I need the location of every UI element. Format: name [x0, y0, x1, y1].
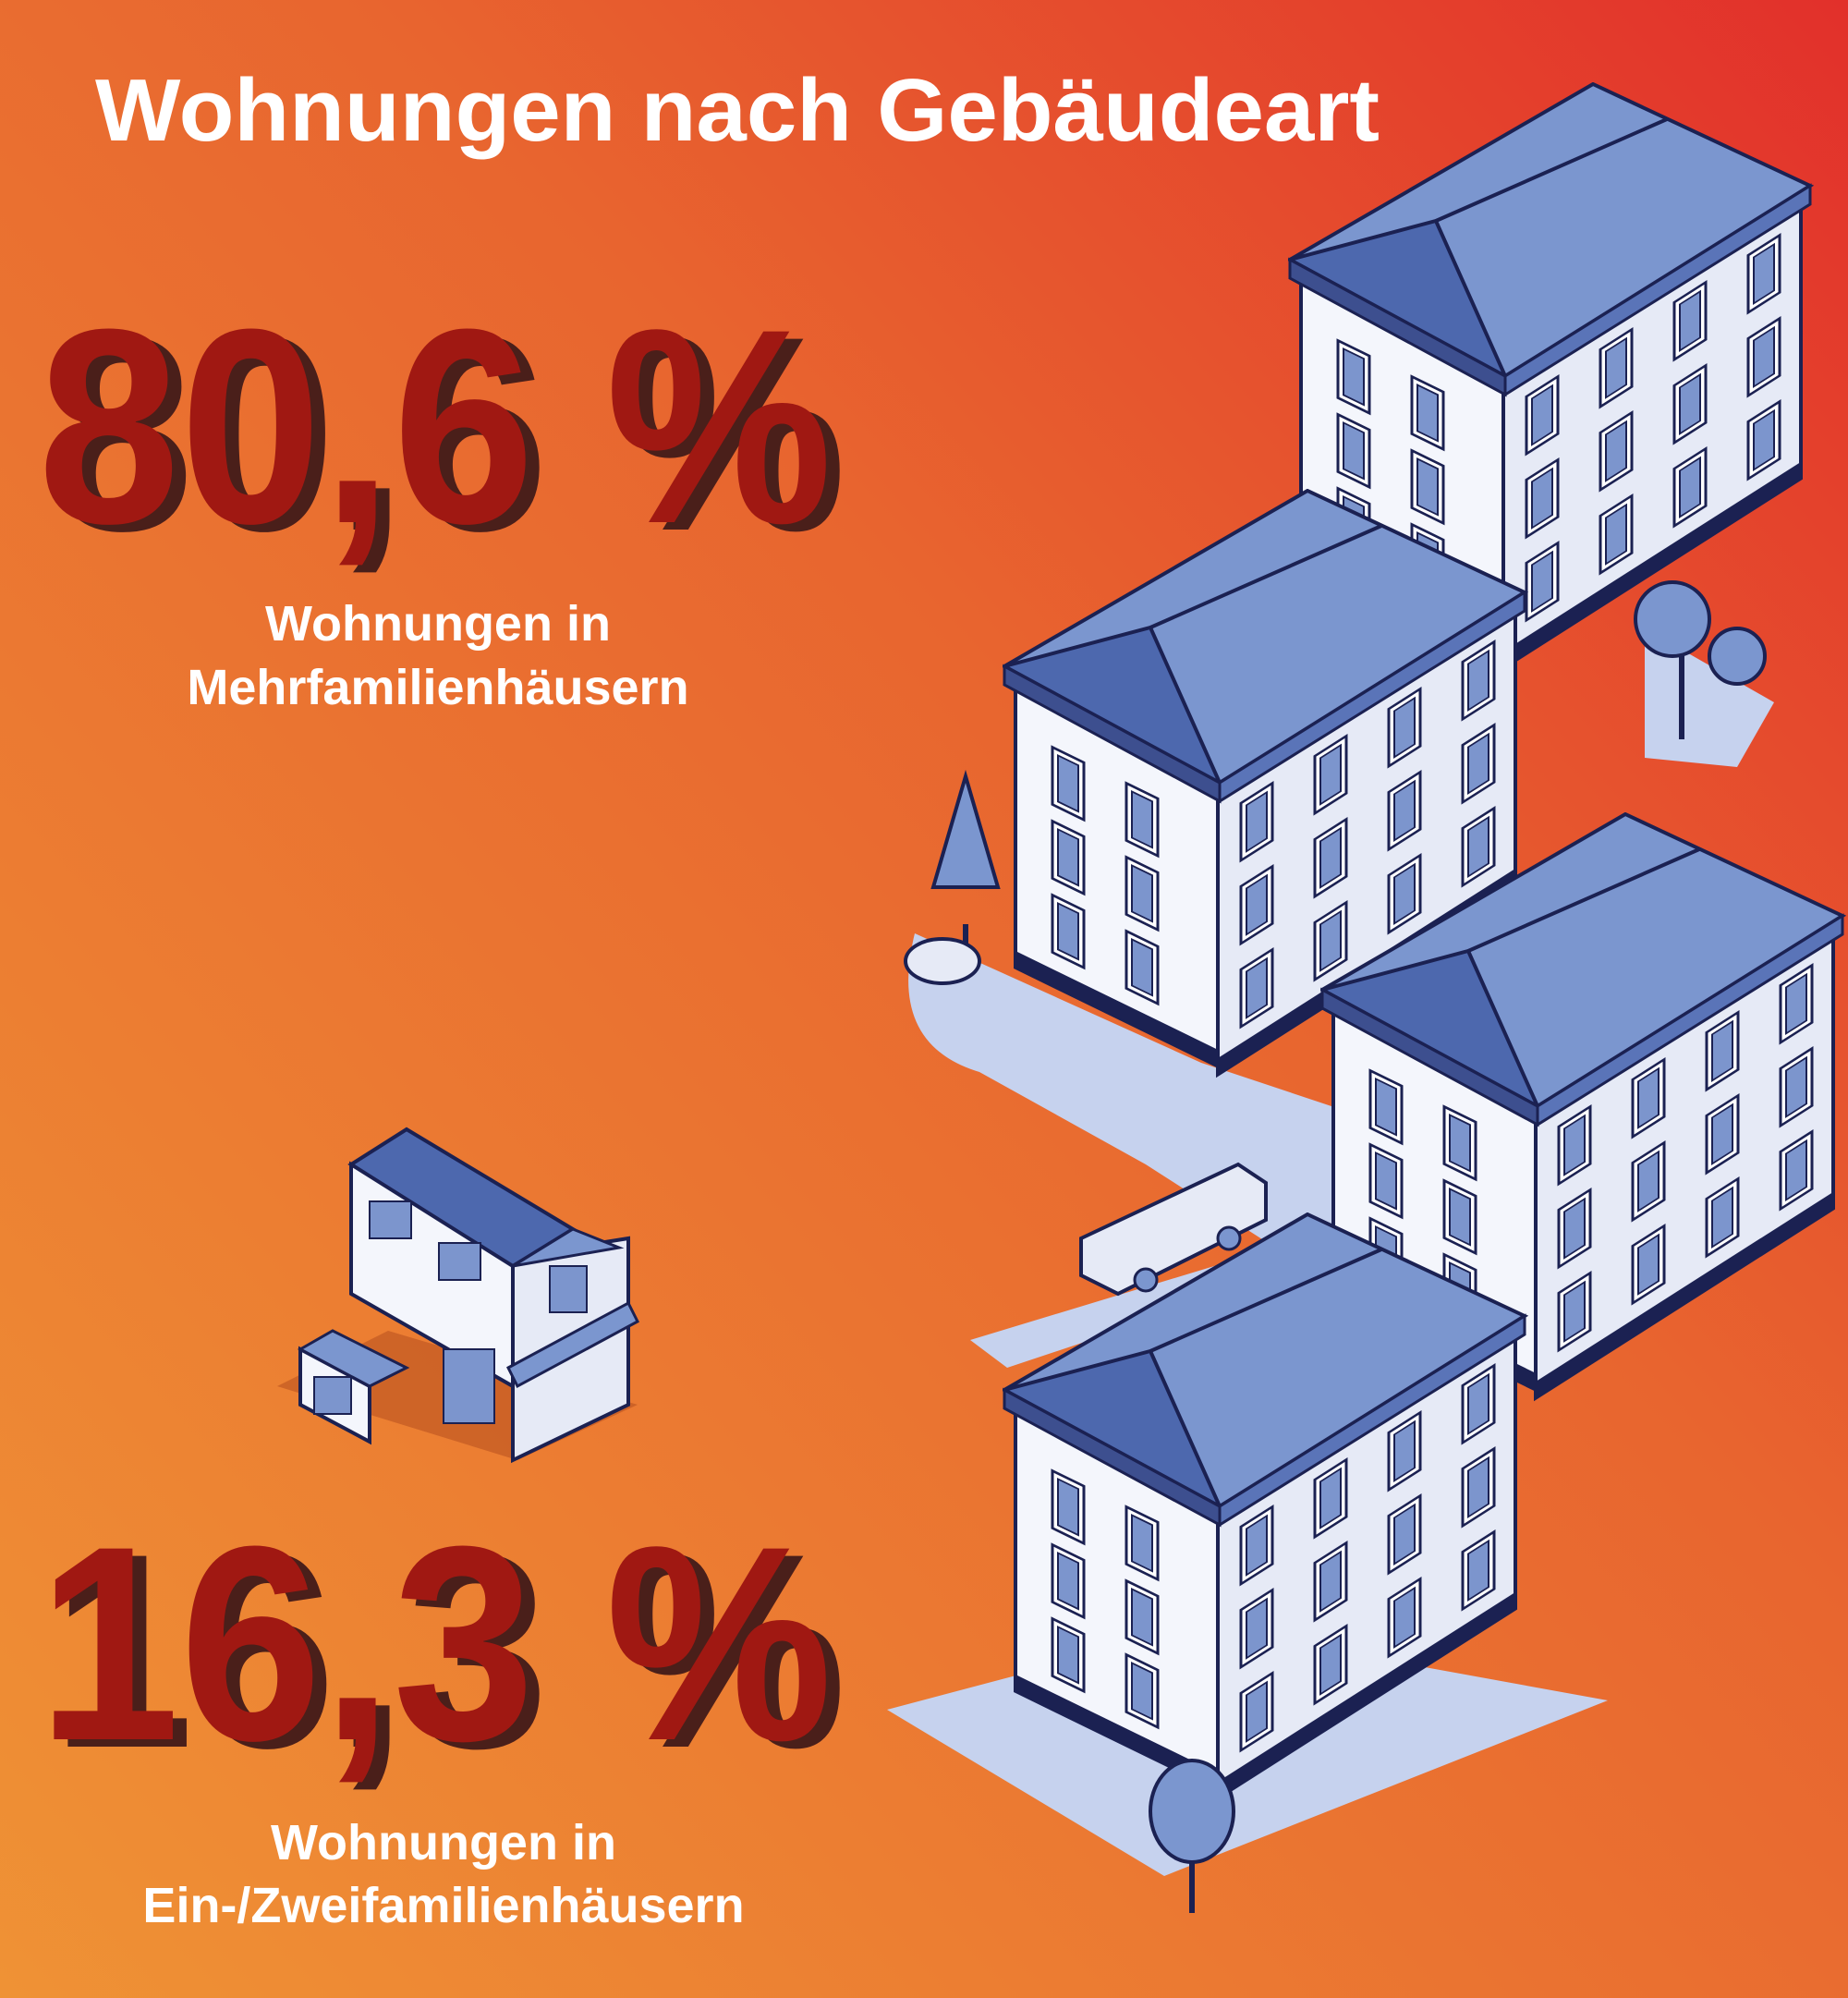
house: [277, 1127, 639, 1464]
stat-label: Ein-/Zweifamilienhäusern: [142, 1878, 744, 1933]
tree: [904, 769, 1001, 985]
stat-label: Mehrfamilienhäusern: [187, 660, 688, 715]
stat-value: 80,6 %: [38, 271, 833, 581]
title: Wohnungen nach Gebäudeart: [95, 61, 1380, 160]
tree: [1634, 580, 1767, 739]
stat-label: Wohnungen in: [265, 596, 611, 652]
ground: [1645, 628, 1774, 767]
number-shadow: 16,3 %: [52, 1495, 846, 1806]
number-shadow: 80,6 %: [52, 278, 846, 589]
fire-truck: [1079, 1162, 1268, 1297]
stat-value: 16,3 %: [38, 1488, 833, 1798]
tree: [1149, 1759, 1235, 1913]
ground: [908, 933, 1340, 1368]
stat-label: Wohnungen in: [271, 1815, 616, 1870]
